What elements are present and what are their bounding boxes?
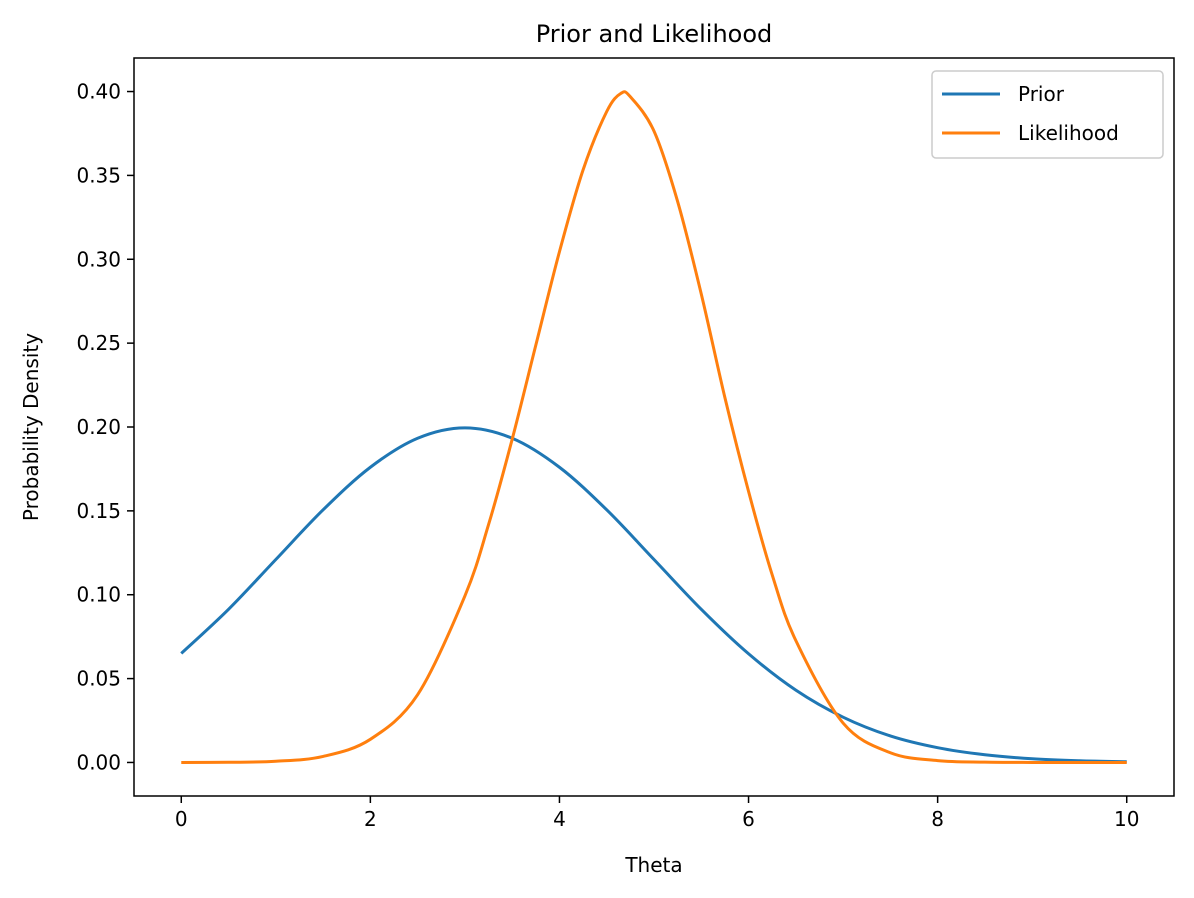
series-line-prior <box>180 426 1127 764</box>
y-tick-label: 0.15 <box>76 499 121 523</box>
x-tick-label: 10 <box>1114 807 1139 831</box>
x-tick-label: 6 <box>742 807 755 831</box>
legend-label-likelihood: Likelihood <box>1018 121 1119 145</box>
y-tick-label: 0.10 <box>76 583 121 607</box>
series-line-likelihood <box>181 90 1127 764</box>
y-tick-label: 0.25 <box>76 331 121 355</box>
y-tick-label: 0.00 <box>76 750 121 774</box>
x-axis: 0 2 4 6 8 10 <box>175 796 1139 831</box>
y-tick-label: 0.05 <box>76 667 121 691</box>
x-tick-label: 4 <box>553 807 566 831</box>
y-tick-label: 0.40 <box>76 80 121 104</box>
x-tick-label: 0 <box>175 807 188 831</box>
legend-label-prior: Prior <box>1018 82 1065 106</box>
y-tick-label: 0.20 <box>76 415 121 439</box>
legend: Prior Likelihood <box>931 70 1164 159</box>
y-axis: 0.00 0.05 0.10 0.15 0.20 0.25 0.30 0.35 0.40 <box>76 80 134 774</box>
x-tick-label: 2 <box>364 807 377 831</box>
x-tick-label: 8 <box>931 807 944 831</box>
y-tick-label: 0.30 <box>76 247 121 271</box>
x-axis-label: Theta <box>624 853 682 877</box>
y-tick-label: 0.35 <box>76 163 121 187</box>
series-layer <box>180 90 1127 764</box>
chart-title: Prior and Likelihood <box>536 20 773 48</box>
y-axis-label: Probability Density <box>19 333 43 521</box>
